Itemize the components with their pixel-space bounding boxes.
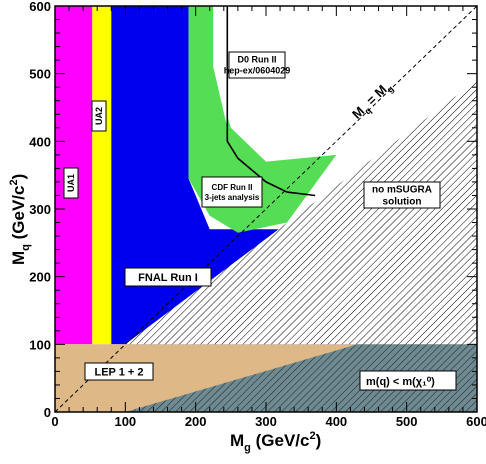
no-msugra-label-text: solution	[383, 197, 422, 208]
x-tick-label: 300	[255, 414, 277, 429]
no-msugra-label-box	[363, 181, 441, 209]
lep-label-text: LEP 1 + 2	[94, 366, 143, 378]
ua2-label: UA2	[91, 100, 107, 132]
x-tick-label: 400	[325, 414, 347, 429]
x-axis-title: Mg (GeV/c2)	[230, 430, 321, 454]
y-tick-label: 300	[29, 202, 51, 217]
ua1-label: UA1	[63, 167, 79, 199]
x-tick-label: 600	[466, 414, 486, 429]
cdf-label-text: CDF Run II	[212, 183, 253, 192]
fnal-label-box	[124, 267, 212, 287]
region-neutralino-lsp	[125, 344, 477, 412]
lsp-label-box	[359, 370, 457, 391]
region-no-msugra	[125, 80, 477, 345]
lep-label-box	[84, 362, 154, 381]
y-tick-label: 200	[29, 270, 51, 285]
lsp-label-text: m(q) < m(χ₁⁰)	[366, 376, 435, 388]
d0-label-box	[228, 51, 286, 79]
d0-exclusion-curve	[226, 6, 316, 197]
ua1-label-box	[63, 167, 79, 199]
y-tick-label: 400	[29, 134, 51, 149]
x-tick-label: 100	[114, 414, 136, 429]
x-tick-label: 500	[396, 414, 418, 429]
d0-label-text: D0 Run II	[237, 55, 276, 65]
y-axis-title: Mq (GeV/c2)	[8, 174, 32, 265]
x-tick-label: 0	[51, 414, 58, 429]
cdf-label-box	[201, 176, 263, 208]
no-msugra-label-text: no mSUGRA	[372, 185, 432, 196]
y-tick-label: 600	[29, 0, 51, 14]
ua2-label-box	[91, 100, 107, 132]
ua1-label-text: UA1	[66, 174, 76, 192]
cdf-label-text: 3-jets analysis	[205, 193, 260, 202]
ua2-label-text: UA2	[94, 107, 104, 125]
cdf-label: CDF Run II3-jets analysis	[201, 176, 263, 208]
fnal-label-text: FNAL Run I	[138, 272, 198, 284]
x-tick-label: 200	[185, 414, 207, 429]
lsp-label: m(q) < m(χ₁⁰)	[359, 370, 457, 391]
diagonal-label: Mq = Mg	[349, 78, 396, 124]
d0-label-text: hep-ex/0604029	[224, 66, 291, 76]
region-fnal	[111, 6, 456, 345]
region-cdf	[188, 6, 337, 233]
fnal-label: FNAL Run I	[124, 267, 212, 287]
y-tick-label: 500	[29, 67, 51, 82]
region-gap	[213, 6, 228, 128]
region-ua2	[92, 6, 112, 345]
y-tick-label: 0	[44, 405, 51, 420]
lep-label: LEP 1 + 2	[84, 362, 154, 381]
y-tick-label: 100	[29, 337, 51, 352]
